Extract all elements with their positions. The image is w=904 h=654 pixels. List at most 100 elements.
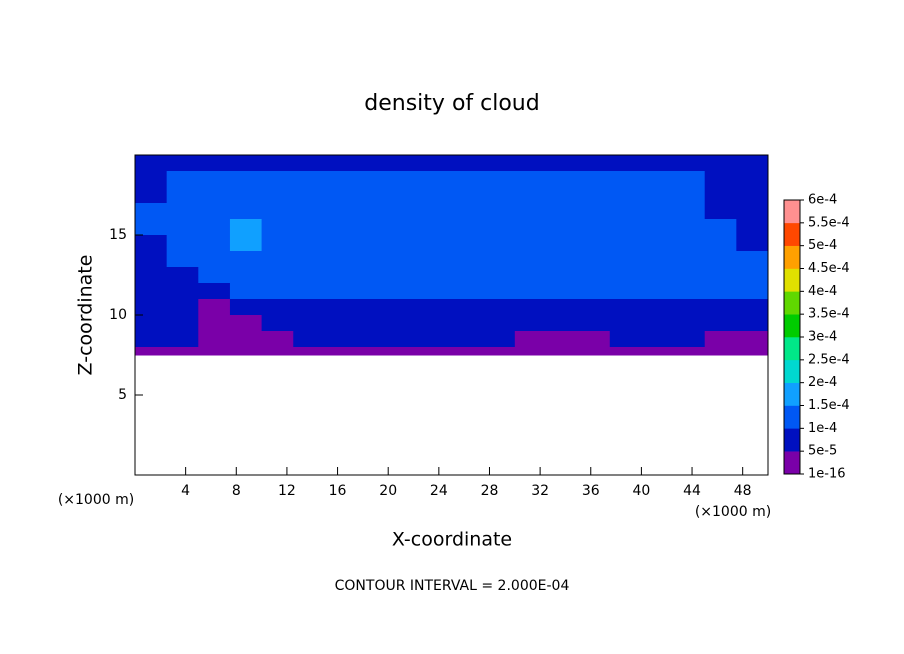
contour-cell bbox=[229, 267, 263, 284]
contour-cell bbox=[324, 347, 358, 356]
contour-cell bbox=[166, 235, 199, 252]
colorbar-segment bbox=[784, 359, 800, 383]
contour-cell bbox=[324, 155, 358, 172]
contour-cell bbox=[578, 347, 611, 356]
contour-cell bbox=[736, 299, 769, 316]
contour-cell bbox=[356, 155, 389, 172]
x-tick-label: 8 bbox=[232, 483, 241, 499]
colorbar-label: 1e-4 bbox=[808, 421, 837, 436]
colorbar-segment bbox=[784, 222, 800, 246]
contour-cell bbox=[261, 283, 294, 300]
contour-cell bbox=[514, 203, 547, 220]
contour-cell bbox=[641, 187, 674, 204]
contour-cell bbox=[483, 315, 516, 332]
contour-cell bbox=[546, 283, 579, 300]
contour-cell bbox=[514, 155, 547, 172]
contour-cell bbox=[388, 315, 421, 332]
contour-cell bbox=[229, 187, 263, 204]
contour-cell bbox=[641, 251, 674, 268]
contour-cell bbox=[483, 299, 516, 316]
contour-cell bbox=[736, 203, 769, 220]
contour-cell bbox=[704, 155, 737, 172]
x-tick-label: 16 bbox=[329, 483, 347, 499]
contour-cell bbox=[514, 187, 547, 204]
colorbar-segment bbox=[784, 245, 800, 269]
contour-cell bbox=[578, 187, 611, 204]
x-tick-label: 24 bbox=[430, 483, 448, 499]
contour-cell bbox=[736, 283, 769, 300]
contour-cell bbox=[356, 315, 389, 332]
contour-cell bbox=[261, 299, 294, 316]
contour-cell bbox=[229, 171, 263, 188]
contour-cell bbox=[673, 299, 706, 316]
colorbar-label: 4e-4 bbox=[808, 284, 837, 299]
contour-cell bbox=[546, 315, 579, 332]
contour-cell bbox=[419, 187, 452, 204]
contour-cell bbox=[293, 315, 326, 332]
contour-cell bbox=[673, 315, 706, 332]
contour-cell bbox=[546, 235, 579, 252]
contour-cell bbox=[451, 203, 484, 220]
contour-cell bbox=[324, 283, 358, 300]
x-unit-right: (×1000 m) bbox=[695, 504, 771, 520]
contour-cell bbox=[261, 267, 294, 284]
contour-cell bbox=[261, 235, 294, 252]
contour-cell bbox=[388, 219, 421, 236]
contour-cell bbox=[609, 235, 642, 252]
y-tick-label: 5 bbox=[118, 387, 127, 403]
contour-cell bbox=[198, 155, 231, 172]
contour-cell bbox=[356, 283, 389, 300]
x-tick-label: 44 bbox=[683, 483, 701, 499]
contour-cell bbox=[736, 251, 769, 268]
contour-cell bbox=[609, 299, 642, 316]
contour-cell bbox=[166, 299, 199, 316]
contour-cell bbox=[198, 315, 231, 332]
contour-cell bbox=[135, 155, 168, 172]
contour-cell bbox=[704, 267, 737, 284]
contour-cell bbox=[704, 315, 737, 332]
contour-cell bbox=[419, 347, 452, 356]
contour-cell bbox=[514, 219, 547, 236]
contour-cell bbox=[135, 299, 168, 316]
contour-cell bbox=[609, 251, 642, 268]
colorbar-label: 3e-4 bbox=[808, 330, 837, 345]
contour-cell bbox=[293, 235, 326, 252]
contour-cell bbox=[166, 203, 199, 220]
contour-cell bbox=[546, 171, 579, 188]
y-tick-label: 10 bbox=[109, 307, 127, 323]
contour-cell bbox=[704, 235, 737, 252]
contour-cell bbox=[673, 251, 706, 268]
contour-cell bbox=[578, 283, 611, 300]
contour-cell bbox=[229, 315, 263, 332]
contour-cell bbox=[356, 331, 389, 348]
contour-cell bbox=[736, 219, 769, 236]
chart-title: density of cloud bbox=[364, 91, 539, 116]
contour-cell bbox=[261, 187, 294, 204]
contour-cell bbox=[324, 331, 358, 348]
contour-cell bbox=[419, 267, 452, 284]
contour-cell bbox=[135, 187, 168, 204]
contour-cell bbox=[609, 187, 642, 204]
contour-cell bbox=[356, 219, 389, 236]
contour-cell bbox=[324, 171, 358, 188]
colorbar-segment bbox=[784, 382, 800, 406]
contour-cell bbox=[135, 315, 168, 332]
contour-cell bbox=[419, 299, 452, 316]
contour-cell bbox=[736, 315, 769, 332]
contour-cell bbox=[704, 251, 737, 268]
contour-cell bbox=[673, 347, 706, 356]
contour-cell bbox=[356, 299, 389, 316]
colorbar-segment bbox=[784, 200, 800, 224]
colorbar-label: 2e-4 bbox=[808, 375, 837, 390]
colorbar-segment bbox=[784, 291, 800, 315]
contour-cell bbox=[229, 331, 263, 348]
contour-cell bbox=[704, 203, 737, 220]
colorbar-label: 2.5e-4 bbox=[808, 352, 850, 367]
contour-cell bbox=[483, 283, 516, 300]
colorbar-segment bbox=[784, 428, 800, 452]
contour-cell bbox=[483, 267, 516, 284]
contour-cell bbox=[451, 155, 484, 172]
contour-cell bbox=[546, 331, 579, 348]
contour-cell bbox=[451, 219, 484, 236]
contour-cell bbox=[419, 235, 452, 252]
